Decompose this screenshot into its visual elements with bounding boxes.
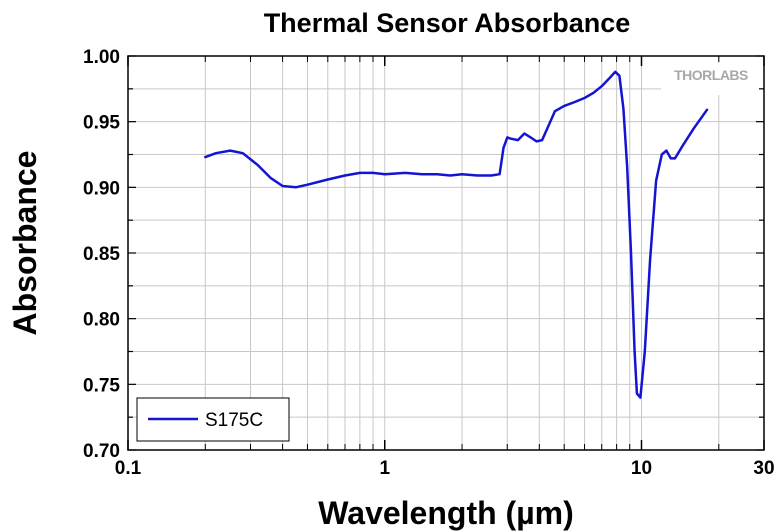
x-tick-label: 30 (753, 458, 774, 479)
thorlabs-logo: THORLABS (661, 63, 761, 95)
y-tick-label: 0.85 (83, 244, 120, 265)
chart-title: Thermal Sensor Absorbance (264, 8, 631, 38)
legend-box (136, 397, 290, 442)
y-tick-label: 0.70 (83, 441, 120, 462)
x-tick-labels: 0.1 1 10 30 (115, 458, 775, 479)
y-tick-label: 0.95 (83, 113, 120, 134)
y-tick-label: 0.75 (83, 375, 120, 396)
legend-label-s175c: S175C (205, 410, 263, 431)
legend: S175C (136, 397, 290, 442)
series-line-s175c (204, 70, 709, 399)
x-tick-label: 1 (379, 458, 390, 479)
y-tick-label: 0.90 (83, 178, 120, 199)
y-tick-label: 0.80 (83, 310, 120, 331)
y-axis-label: Absorbance (7, 151, 43, 336)
y-tick-label: 1.00 (83, 47, 120, 68)
y-tick-labels: 0.70 0.75 0.80 0.85 0.90 0.95 1.00 (83, 47, 120, 462)
x-tick-label: 10 (631, 458, 652, 479)
grid-lines (127, 55, 765, 451)
series-layer (204, 70, 709, 399)
x-axis-label: Wavelength (µm) (318, 495, 573, 531)
x-tick-label: 0.1 (115, 458, 142, 479)
axis-ticks (127, 55, 765, 451)
thorlabs-logo-text: THORLABS (674, 67, 748, 83)
